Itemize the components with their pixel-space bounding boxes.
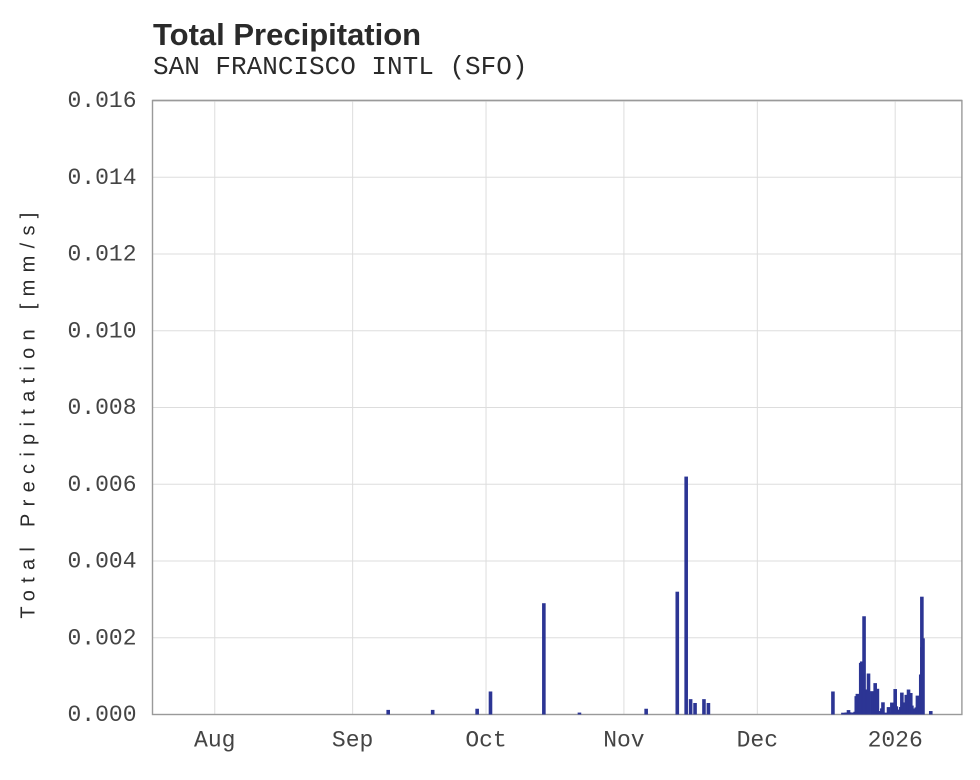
svg-text:0.008: 0.008 (67, 395, 136, 421)
svg-text:0.014: 0.014 (67, 165, 136, 191)
svg-text:Sep: Sep (332, 728, 373, 754)
svg-text:0.002: 0.002 (67, 625, 136, 651)
svg-text:Oct: Oct (465, 728, 506, 754)
svg-text:0.000: 0.000 (67, 702, 136, 728)
svg-text:0.010: 0.010 (67, 318, 136, 344)
svg-text:2026: 2026 (868, 728, 923, 754)
svg-text:Dec: Dec (737, 728, 778, 754)
svg-text:Nov: Nov (603, 728, 645, 754)
svg-text:0.012: 0.012 (67, 242, 136, 268)
svg-text:0.004: 0.004 (67, 549, 136, 575)
svg-text:Aug: Aug (194, 728, 235, 754)
svg-text:0.016: 0.016 (67, 88, 136, 114)
svg-text:0.006: 0.006 (67, 472, 136, 498)
